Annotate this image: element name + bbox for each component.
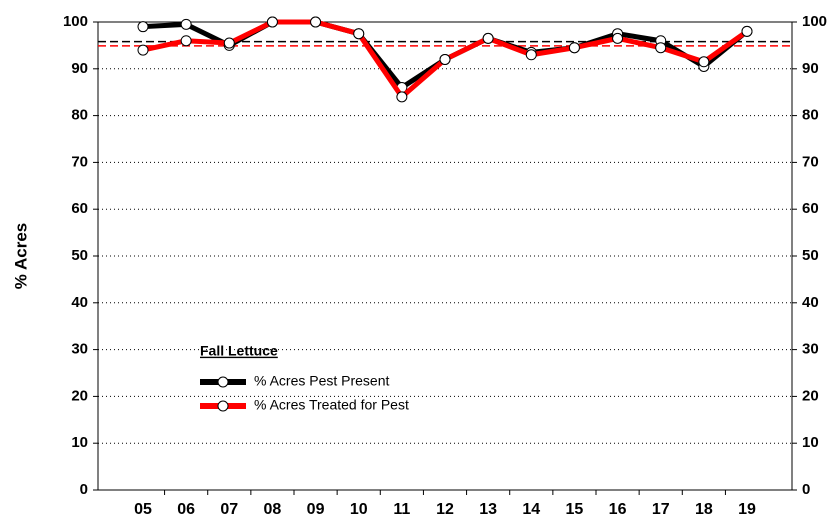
- y2-tick-label: 60: [802, 200, 819, 217]
- marker: [137, 44, 149, 56]
- marker: [223, 37, 235, 49]
- y-tick-label: 40: [71, 294, 88, 311]
- y-tick-label: 90: [71, 60, 88, 77]
- marker: [310, 16, 322, 28]
- marker: [655, 42, 667, 54]
- legend-marker: [217, 400, 229, 412]
- x-tick-label: 12: [436, 501, 454, 518]
- plot-frame: [97, 21, 793, 491]
- y2-tick-label: 40: [802, 294, 819, 311]
- y2-tick-label: 0: [802, 481, 810, 498]
- y2-tick-label: 20: [802, 387, 819, 404]
- y-tick-label: 60: [71, 200, 88, 217]
- x-tick-label: 09: [307, 501, 325, 518]
- x-tick-label: 14: [522, 501, 540, 518]
- x-tick-label: 19: [738, 501, 756, 518]
- marker: [353, 28, 365, 40]
- y2-tick-label: 10: [802, 434, 819, 451]
- marker: [137, 21, 149, 33]
- y2-tick-label: 90: [802, 60, 819, 77]
- x-tick-label: 10: [350, 501, 368, 518]
- x-tick-label: 16: [609, 501, 627, 518]
- y-tick-label: 30: [71, 341, 88, 358]
- legend-marker: [217, 376, 229, 388]
- y2-tick-label: 30: [802, 341, 819, 358]
- y-axis-label: % Acres: [11, 223, 30, 289]
- marker: [612, 32, 624, 44]
- y-tick-label: 50: [71, 247, 88, 264]
- x-tick-label: 17: [652, 501, 670, 518]
- marker: [698, 56, 710, 68]
- marker: [266, 16, 278, 28]
- x-tick-label: 18: [695, 501, 713, 518]
- marker: [482, 32, 494, 44]
- x-tick-label: 08: [264, 501, 282, 518]
- legend-title: Fall Lettuce: [200, 343, 278, 359]
- legend-label: % Acres Pest Present: [254, 373, 390, 389]
- y-tick-label: 10: [71, 434, 88, 451]
- y-tick-label: 100: [63, 13, 88, 30]
- marker: [180, 18, 192, 30]
- marker: [741, 25, 753, 37]
- y2-tick-label: 100: [802, 13, 827, 30]
- y-tick-label: 20: [71, 387, 88, 404]
- marker: [568, 42, 580, 54]
- y2-tick-label: 80: [802, 107, 819, 124]
- x-tick-label: 15: [566, 501, 584, 518]
- y2-tick-label: 70: [802, 153, 819, 170]
- marker: [525, 49, 537, 61]
- x-tick-label: 11: [393, 501, 410, 518]
- y2-tick-label: 50: [802, 247, 819, 264]
- x-tick-label: 05: [134, 501, 152, 518]
- legend-label: % Acres Treated for Pest: [254, 397, 409, 413]
- x-tick-label: 06: [177, 501, 195, 518]
- marker: [396, 91, 408, 103]
- y-tick-label: 0: [80, 481, 88, 498]
- marker: [439, 53, 451, 65]
- x-tick-label: 13: [479, 501, 497, 518]
- y-tick-label: 80: [71, 107, 88, 124]
- x-tick-label: 07: [220, 501, 238, 518]
- marker: [180, 35, 192, 47]
- y-tick-label: 70: [71, 153, 88, 170]
